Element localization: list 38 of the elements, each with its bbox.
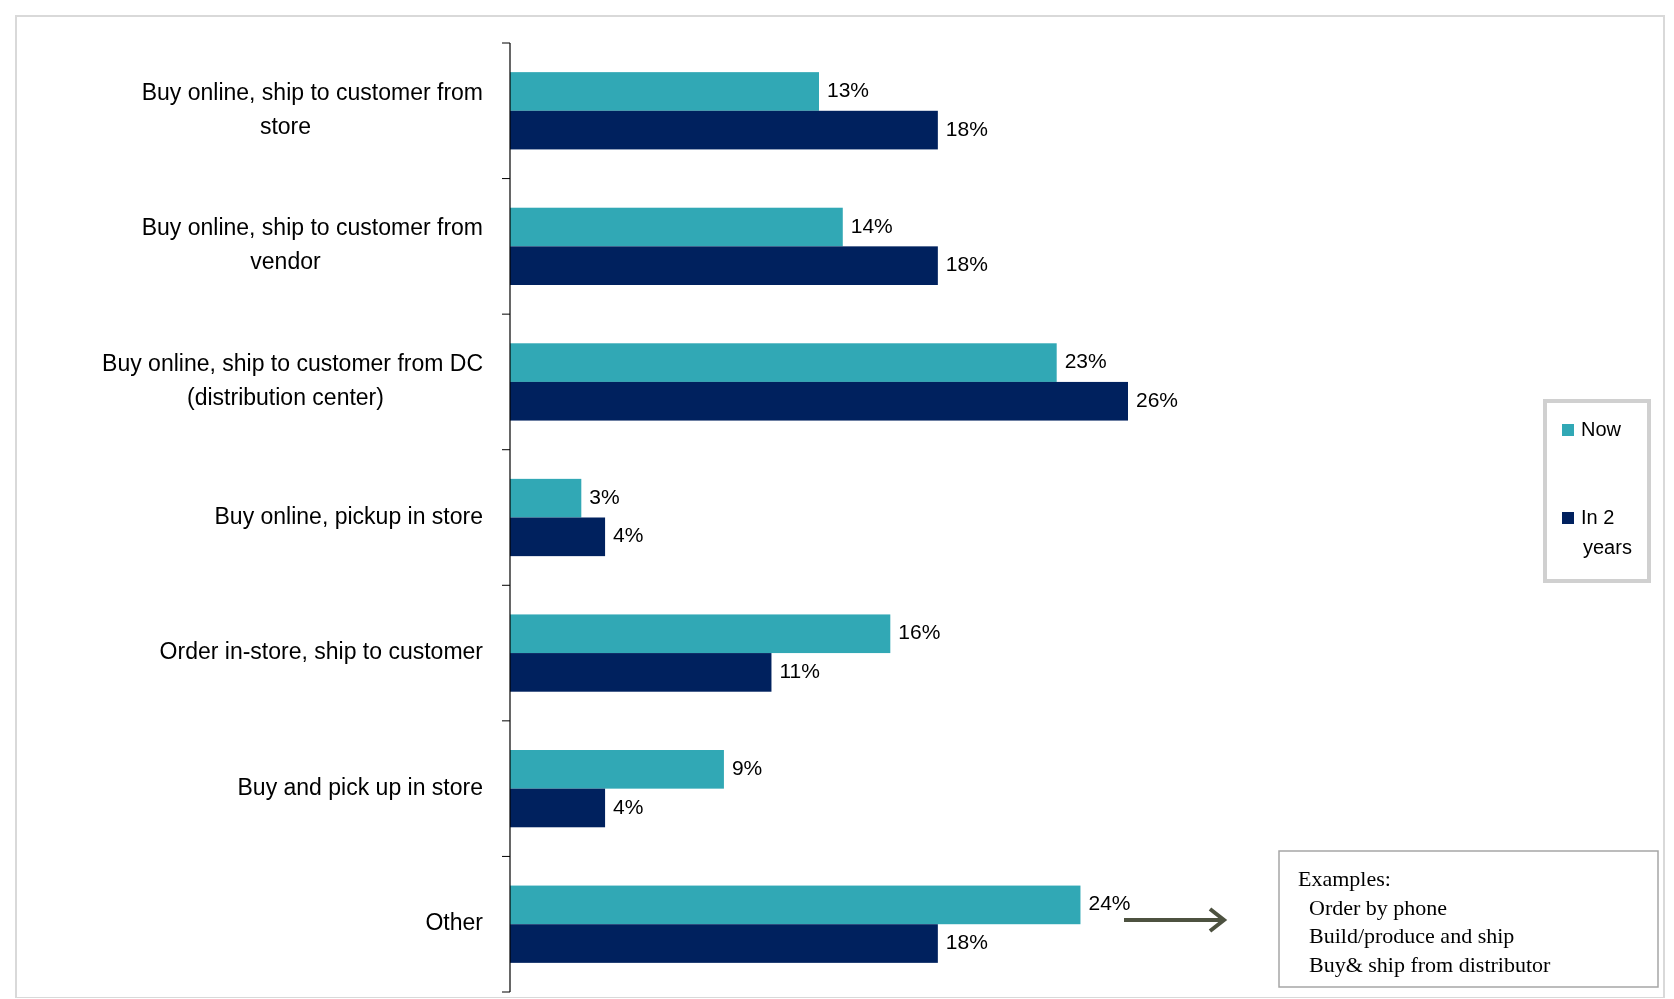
y-tick-label: Buy online, pickup in store: [214, 502, 483, 529]
data-label: 16%: [898, 620, 941, 644]
text: Examples: Order by phone Build/produce and ship Buy& ship from distributor: [1298, 866, 1552, 977]
data-label: 4%: [613, 523, 644, 547]
bar: [510, 478, 582, 518]
bar: [510, 788, 606, 828]
bar: [510, 72, 819, 111]
y-tick-label: Other: [425, 909, 484, 936]
data-label: 24%: [1088, 891, 1131, 915]
bar: [510, 924, 938, 963]
bar: [510, 110, 938, 150]
y-tick-label: Order in-store, ship to customer: [159, 638, 484, 665]
y-tick-label: Buy online, ship to customer from vendor: [141, 214, 483, 275]
y-tick-label: Buy online, ship to customer from DC (distribution center): [102, 350, 483, 411]
bar: [510, 381, 1128, 421]
legend-label: In 2 years: [1581, 506, 1632, 559]
bar: [510, 653, 772, 692]
bar: [510, 885, 1081, 925]
data-label: 18%: [945, 252, 988, 276]
legend-label: Now: [1581, 418, 1622, 441]
bar: [510, 246, 938, 285]
bar: [510, 614, 891, 654]
y-tick-label: Buy online, ship to customer from store: [141, 78, 483, 139]
data-label: 23%: [1064, 349, 1107, 373]
data-label: 9%: [731, 755, 763, 779]
data-label: 26%: [1136, 387, 1179, 411]
bar: [510, 750, 724, 789]
data-label: 11%: [779, 658, 820, 682]
bar: [510, 207, 843, 247]
data-label: 13%: [827, 78, 870, 102]
data-label: 14%: [850, 213, 893, 237]
data-label: 18%: [945, 930, 988, 954]
bar: [510, 343, 1057, 382]
bar: [510, 517, 606, 557]
data-label: 4%: [613, 794, 644, 818]
data-label: 18%: [945, 116, 988, 140]
data-label: 3%: [589, 484, 620, 508]
y-tick-label: Buy and pick up in store: [237, 773, 483, 800]
